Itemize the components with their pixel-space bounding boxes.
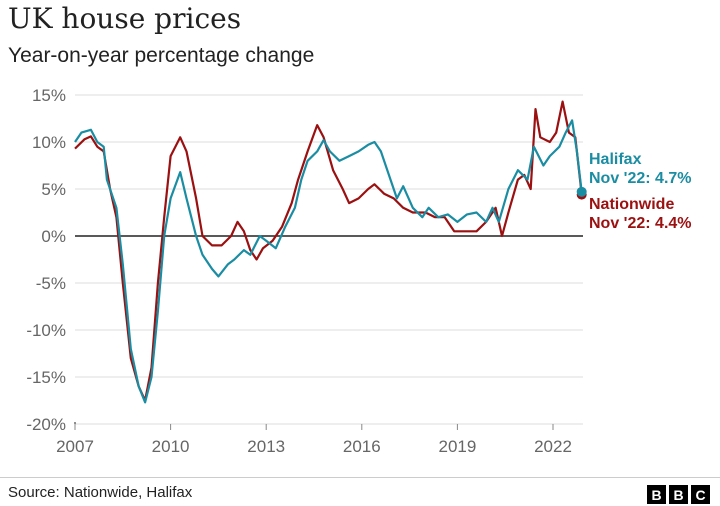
series-end-value-nationwide: Nov '22: 4.4% <box>589 215 692 232</box>
y-tick-label: -10% <box>26 321 66 340</box>
bbc-logo-block: C <box>691 485 710 504</box>
source-note: Source: Nationwide, Halifax <box>8 484 193 501</box>
series-end-value-halifax: Nov '22: 4.7% <box>589 170 692 187</box>
x-tick-label: 2013 <box>247 437 285 456</box>
y-tick-label: 5% <box>41 180 66 199</box>
x-tick-label: 2022 <box>534 437 572 456</box>
series-label-halifax: Halifax <box>589 151 642 168</box>
y-tick-label: 10% <box>32 133 66 152</box>
y-tick-label: 15% <box>32 86 66 105</box>
series-line-nationwide <box>74 100 583 402</box>
bbc-logo-block: B <box>669 485 688 504</box>
chart-title: UK house prices <box>8 2 242 35</box>
bbc-logo: B B C <box>647 485 710 504</box>
x-tick-label: 2010 <box>152 437 190 456</box>
end-point-halifax <box>576 186 587 197</box>
y-tick-label: -15% <box>26 368 66 387</box>
chart-subtitle: Year-on-year percentage change <box>8 44 315 67</box>
y-tick-label: -5% <box>36 274 66 293</box>
x-tick-label: 2007 <box>56 437 94 456</box>
bbc-logo-block: B <box>647 485 666 504</box>
x-tick-label: 2016 <box>343 437 381 456</box>
series-label-nationwide: Nationwide <box>589 196 674 213</box>
series-line-halifax <box>74 119 583 404</box>
y-tick-label: -20% <box>26 415 66 434</box>
y-tick-label: 0% <box>41 227 66 246</box>
footer-divider <box>0 477 720 478</box>
x-tick-label: 2019 <box>438 437 476 456</box>
